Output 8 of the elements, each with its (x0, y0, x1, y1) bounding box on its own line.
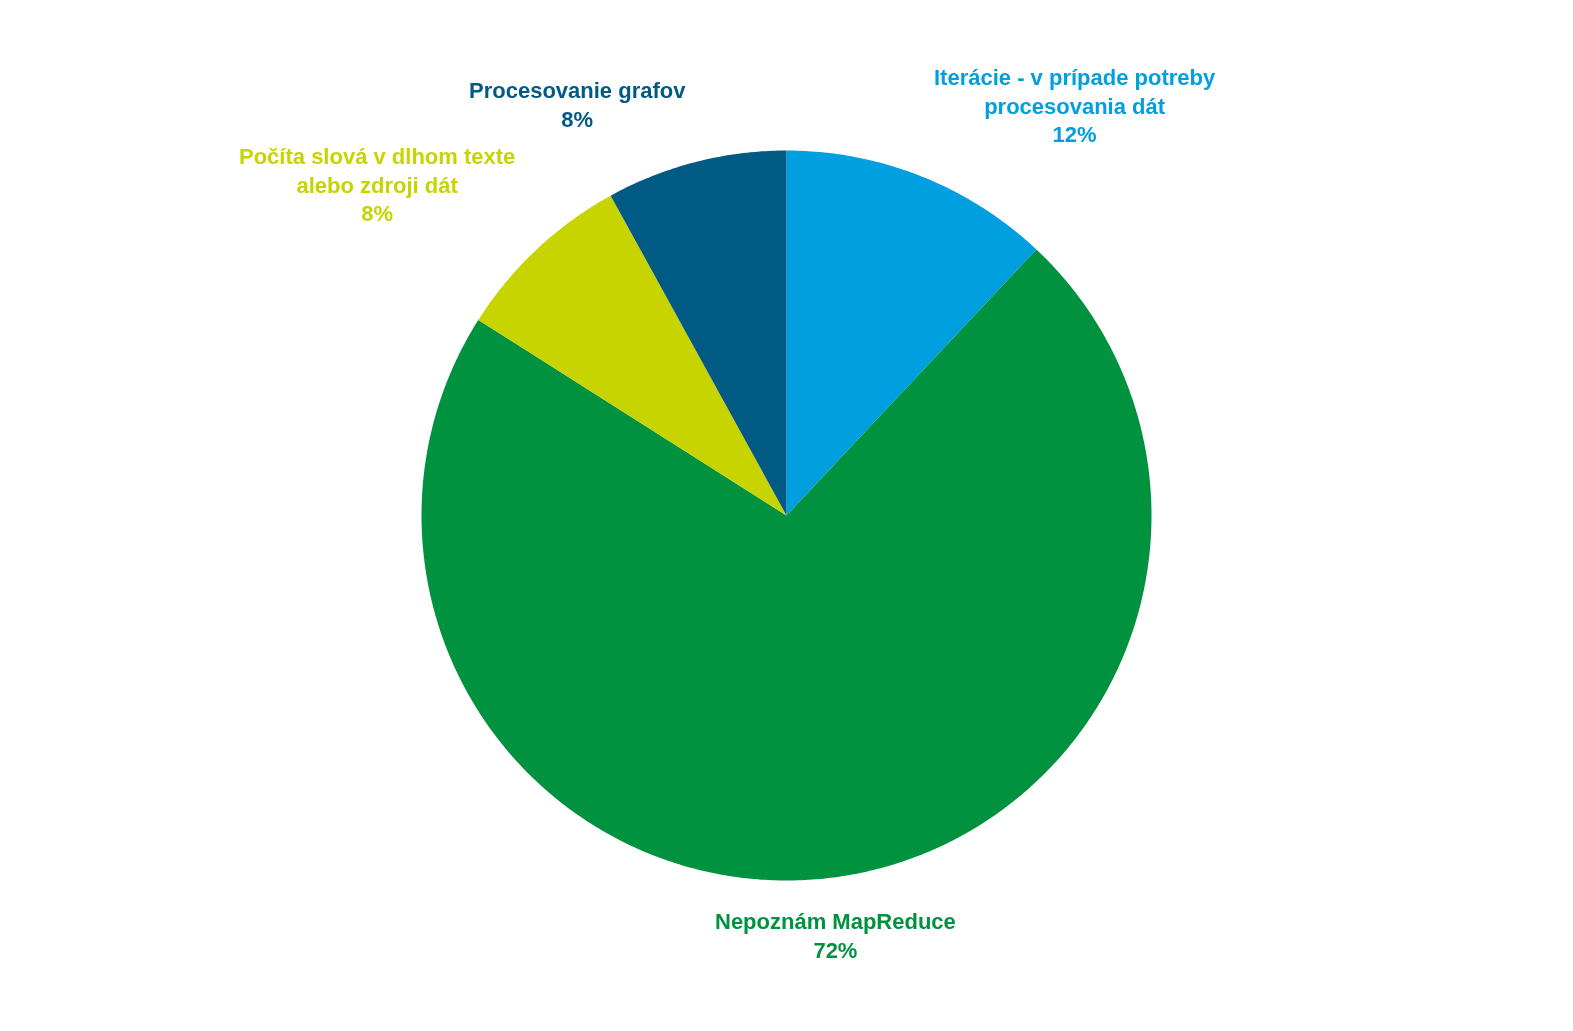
slice-label: Iterácie - v prípade potreby procesovania dát (934, 65, 1216, 119)
data-label: 72% (813, 937, 858, 963)
data-label: 8% (561, 106, 594, 132)
data-label: 8% (361, 201, 394, 227)
slice-label: Nepoznám MapReduce (715, 909, 956, 934)
slice-label: Počíta slová v dlhom texte alebo zdroji dát (239, 144, 516, 198)
data-label: 12% (1052, 122, 1097, 148)
slice-label: Procesovanie grafov (469, 78, 687, 103)
